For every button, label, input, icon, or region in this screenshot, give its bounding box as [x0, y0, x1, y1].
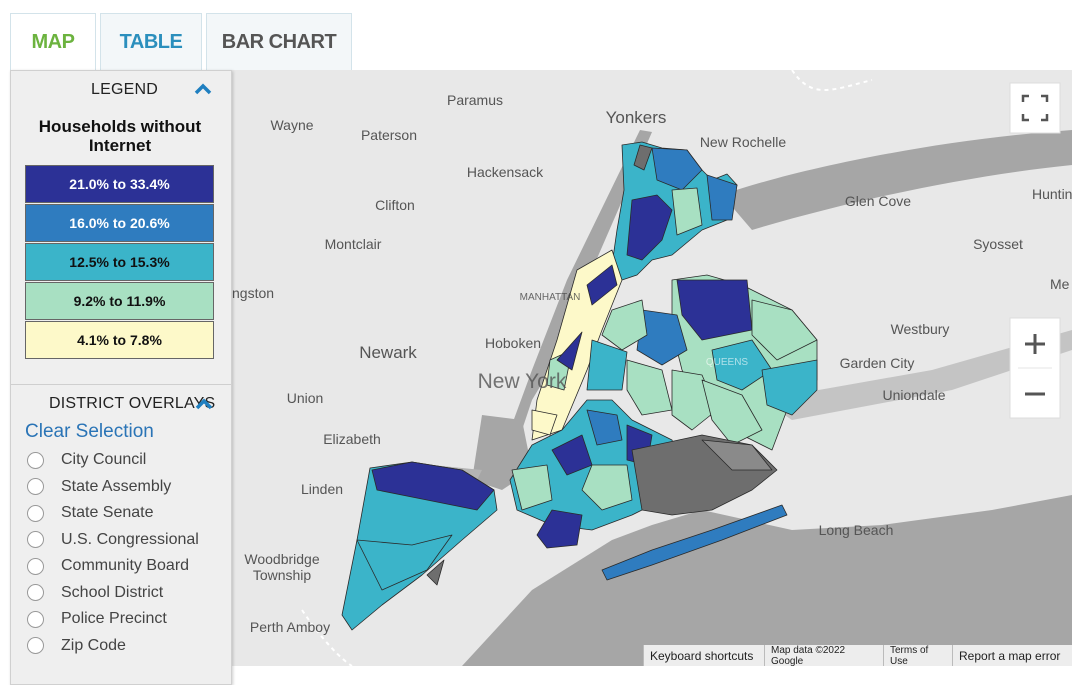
place-label: Huntin — [1032, 186, 1072, 202]
place-label: Hackensack — [467, 164, 544, 180]
radio-button[interactable] — [27, 557, 44, 575]
place-label: QUEENS — [706, 357, 749, 368]
legend-bin: 16.0% to 20.6% — [25, 204, 214, 242]
attribution[interactable]: Report a map error — [952, 645, 1072, 666]
place-label: Westbury — [891, 321, 950, 337]
tab[interactable]: MAP — [10, 13, 96, 70]
place-label: Paterson — [361, 127, 417, 143]
option-label: Community Board — [61, 557, 190, 574]
place-label: Garden City — [840, 355, 915, 371]
radio-button[interactable] — [27, 451, 44, 469]
option-label: State Senate — [61, 504, 154, 521]
radio-button[interactable] — [27, 584, 44, 601]
option-label: U.S. Congressional — [61, 530, 199, 548]
attribution: Map data ©2022 Google — [764, 645, 883, 667]
tab[interactable]: TABLE — [100, 13, 202, 70]
option-label: State Assembly — [61, 477, 172, 495]
overlay-option[interactable]: School District — [27, 582, 163, 604]
place-label: Me — [1050, 276, 1070, 292]
collapse-icon[interactable] — [195, 398, 213, 410]
option-label: School District — [61, 583, 164, 601]
legend-bin: 12.5% to 15.3% — [25, 243, 214, 281]
overlay-option[interactable]: State Assembly — [27, 476, 171, 498]
place-label: Elizabeth — [323, 431, 381, 447]
place-label: Long Beach — [819, 522, 894, 538]
place-label: Woodbridge — [244, 551, 319, 567]
place-label: Perth Amboy — [250, 619, 330, 635]
legend-heading: LEGEND — [91, 81, 158, 98]
place-label: Clifton — [375, 197, 415, 213]
place-labels: Paramus Wayne Paterson Yonkers New Roche… — [232, 92, 1072, 635]
overlay-option[interactable]: Police Precinct — [27, 608, 167, 630]
place-label: Montclair — [325, 236, 382, 252]
separator — [11, 384, 231, 385]
option-label: Zip Code — [61, 636, 126, 654]
place-label: Paramus — [447, 92, 503, 108]
fullscreen-button[interactable] — [1009, 82, 1061, 134]
option-label: City Council — [61, 451, 147, 468]
place-label: Hoboken — [485, 335, 541, 351]
place-label: Yonkers — [606, 108, 667, 127]
clear-selection[interactable]: Clear Selection — [25, 421, 154, 442]
side-panel: LEGEND Households without Internet 21.0%… — [10, 70, 232, 685]
legend-bin: 9.2% to 11.9% — [25, 282, 214, 320]
place-label: Township — [253, 567, 312, 583]
option-label: Police Precinct — [61, 610, 167, 627]
legend-title: Households without Internet — [38, 117, 202, 155]
attribution[interactable]: Keyboard shortcuts — [643, 645, 764, 666]
overlay-option[interactable]: Community Board — [27, 555, 189, 577]
tab[interactable]: BAR CHART — [206, 13, 352, 70]
zoom-control[interactable] — [1009, 317, 1061, 419]
radio-button[interactable] — [27, 610, 44, 628]
districts — [341, 141, 818, 631]
boundary — [791, 70, 873, 91]
overlay-option[interactable]: State Senate — [27, 502, 154, 524]
legend-bin: 4.1% to 7.8% — [25, 321, 214, 359]
place-label: New York — [478, 370, 567, 393]
collapse-icon[interactable] — [194, 83, 212, 95]
place-label: MANHATTAN — [520, 292, 581, 303]
place-label: ngston — [232, 285, 274, 301]
place-label: Glen Cove — [845, 193, 911, 209]
place-label: New Rochelle — [700, 134, 787, 150]
place-label: Union — [287, 390, 324, 406]
radio-button[interactable] — [27, 504, 44, 522]
place-label: Uniondale — [882, 387, 945, 403]
overlay-option[interactable]: City Council — [27, 449, 146, 471]
overlay-option[interactable]: Zip Code — [27, 635, 126, 657]
boundary — [301, 609, 353, 666]
place-label: Linden — [301, 481, 343, 497]
overlays-heading: DISTRICT OVERLAYS — [49, 395, 216, 412]
attribution[interactable]: Terms of Use — [883, 645, 952, 667]
radio-button[interactable] — [27, 478, 44, 495]
place-label: Newark — [359, 343, 417, 362]
radio-button[interactable] — [27, 637, 44, 654]
legend-bin: 21.0% to 33.4% — [25, 165, 214, 203]
place-label: Syosset — [973, 236, 1023, 252]
overlay-option[interactable]: U.S. Congressional — [27, 529, 199, 551]
place-label: Wayne — [270, 117, 313, 133]
map[interactable]: Paramus Wayne Paterson Yonkers New Roche… — [232, 70, 1072, 666]
radio-button[interactable] — [27, 531, 44, 548]
